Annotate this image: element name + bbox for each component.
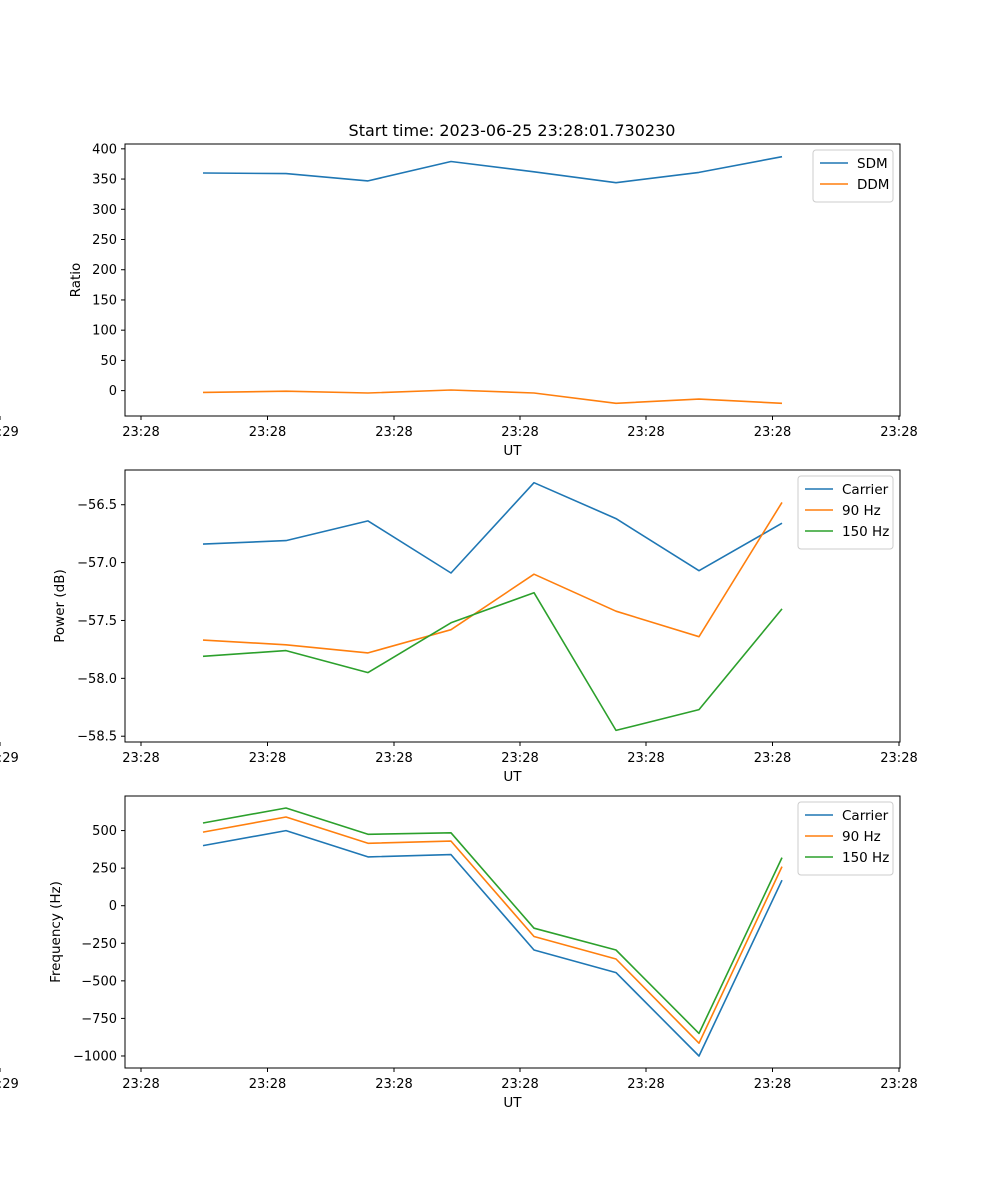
- y-tick-label: 0: [109, 384, 117, 399]
- y-tick-label: −500: [81, 974, 117, 989]
- y-tick-label: 0: [109, 899, 117, 914]
- x-tick-label: 23:29: [0, 1077, 19, 1092]
- legend-label: SDM: [857, 156, 888, 172]
- x-axis-label: UT: [503, 769, 522, 785]
- y-tick-label: 250: [92, 862, 117, 877]
- chart-panel-3: 23:28 23:28 23:28 23:28 23:28 23:28 23:28 23:29…: [0, 795, 918, 1111]
- x-tick-label: 23:29: [0, 751, 19, 766]
- chart-panel-1: 23:28 23:28 23:28 23:28 23:28 23:28 23:28 23:29…: [0, 142, 918, 459]
- y-tick-label: −250: [81, 937, 117, 952]
- series-line-carrier: [202, 829, 783, 1057]
- x-tick-label: 23:28: [249, 1077, 286, 1092]
- legend-label: 90 Hz: [842, 503, 881, 519]
- y-tick-label: −56.5: [77, 498, 117, 513]
- series-line-carrier: [202, 481, 783, 574]
- y-tick-label: 250: [92, 233, 117, 248]
- x-tick-label: 23:29: [0, 425, 19, 440]
- legend: Carrier 90 Hz 150 Hz: [797, 801, 894, 876]
- legend-label: 150 Hz: [842, 524, 889, 540]
- x-tick-label: 23:28: [122, 751, 159, 766]
- x-tick-label: 23:28: [501, 1077, 538, 1092]
- x-tick-label: 23:28: [880, 751, 917, 766]
- y-tick-label: −750: [81, 1012, 117, 1027]
- y-axis-label: Power (dB): [52, 569, 68, 642]
- y-tick-label: 200: [92, 263, 117, 278]
- series-line-150-hz: [202, 591, 783, 732]
- y-tick-label: −57.0: [77, 556, 117, 571]
- x-tick-label: 23:28: [122, 1077, 159, 1092]
- y-tick-label: 50: [100, 354, 117, 369]
- series-line-90-hz: [202, 816, 783, 1044]
- legend-label: DDM: [857, 177, 889, 193]
- x-tick-label: 23:28: [375, 425, 412, 440]
- legend-label: 150 Hz: [842, 850, 889, 866]
- legend: SDM DDM: [812, 149, 894, 203]
- legend: Carrier 90 Hz 150 Hz: [797, 475, 894, 550]
- x-tick-label: 23:28: [501, 425, 538, 440]
- axes-frame: [124, 795, 901, 1069]
- y-tick-label: 150: [92, 293, 117, 308]
- chart-panel-2: 23:28 23:28 23:28 23:28 23:28 23:28 23:28 23:29…: [0, 469, 918, 785]
- x-tick-label: 23:28: [880, 425, 917, 440]
- x-tick-label: 23:28: [627, 1077, 664, 1092]
- x-tick-label: 23:28: [375, 751, 412, 766]
- x-tick-label: 23:28: [754, 425, 791, 440]
- x-tick-label: 23:28: [627, 751, 664, 766]
- x-axis-label: UT: [503, 1095, 522, 1111]
- y-axis-label: Ratio: [68, 263, 84, 298]
- y-tick-label: −57.5: [77, 614, 117, 629]
- y-tick-label: 500: [92, 824, 117, 839]
- legend-label: 90 Hz: [842, 829, 881, 845]
- legend-label: Carrier: [842, 808, 889, 824]
- y-tick-label: 100: [92, 324, 117, 339]
- y-tick-label: −1000: [73, 1049, 117, 1064]
- series-line-150-hz: [202, 807, 783, 1035]
- figure-title: Start time: 2023-06-25 23:28:01.730230: [349, 121, 676, 140]
- y-tick-label: −58.0: [77, 672, 117, 687]
- y-axis-label: Frequency (Hz): [48, 881, 64, 983]
- x-tick-label: 23:28: [249, 425, 286, 440]
- axes-frame: [124, 143, 901, 417]
- x-tick-label: 23:28: [122, 425, 159, 440]
- x-tick-label: 23:28: [754, 1077, 791, 1092]
- x-tick-label: 23:28: [375, 1077, 412, 1092]
- y-tick-label: 300: [92, 203, 117, 218]
- y-tick-label: 350: [92, 173, 117, 188]
- x-tick-label: 23:28: [627, 425, 664, 440]
- x-tick-label: 23:28: [754, 751, 791, 766]
- y-tick-label: 400: [92, 142, 117, 157]
- x-tick-label: 23:28: [880, 1077, 917, 1092]
- x-axis-label: UT: [503, 443, 522, 459]
- x-tick-label: 23:28: [501, 751, 538, 766]
- series-line-sdm: [202, 155, 783, 184]
- x-tick-label: 23:28: [249, 751, 286, 766]
- legend-label: Carrier: [842, 482, 889, 498]
- y-tick-label: −58.5: [77, 730, 117, 745]
- series-line-90-hz: [202, 501, 783, 654]
- axes-frame: [124, 469, 901, 743]
- series-line-ddm: [202, 389, 783, 405]
